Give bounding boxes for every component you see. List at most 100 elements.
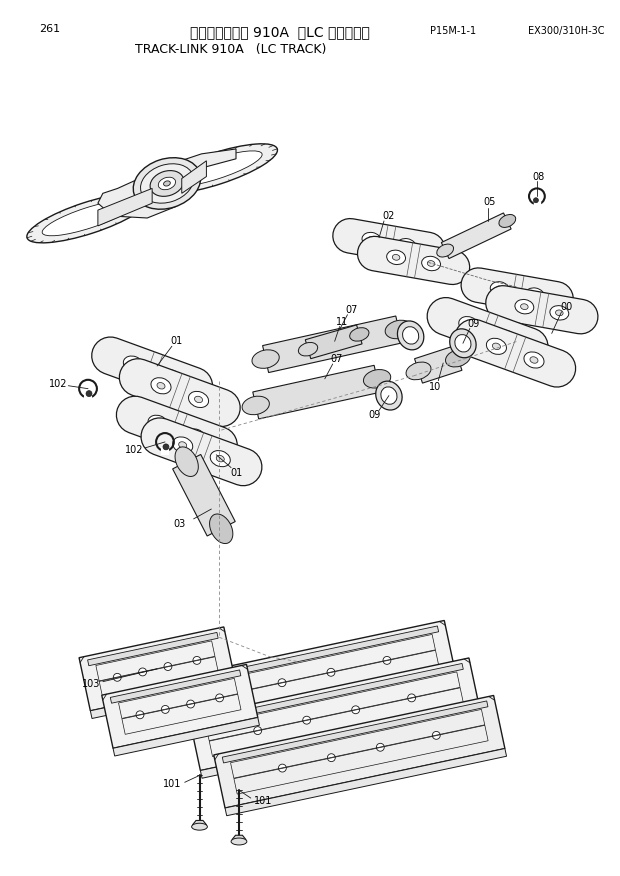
Ellipse shape bbox=[252, 350, 279, 368]
Ellipse shape bbox=[150, 171, 184, 196]
Ellipse shape bbox=[157, 383, 165, 389]
Polygon shape bbox=[189, 658, 480, 771]
Ellipse shape bbox=[161, 705, 169, 713]
Ellipse shape bbox=[158, 177, 175, 190]
Ellipse shape bbox=[175, 447, 198, 477]
Text: EX300/310H-3C: EX300/310H-3C bbox=[528, 25, 604, 36]
Polygon shape bbox=[164, 620, 456, 733]
Polygon shape bbox=[173, 626, 438, 688]
Ellipse shape bbox=[161, 370, 181, 385]
Ellipse shape bbox=[113, 674, 122, 682]
Ellipse shape bbox=[27, 193, 149, 243]
Ellipse shape bbox=[172, 437, 193, 453]
Ellipse shape bbox=[188, 392, 208, 407]
Ellipse shape bbox=[254, 727, 262, 735]
Text: 01: 01 bbox=[170, 336, 183, 346]
Ellipse shape bbox=[327, 668, 335, 676]
Ellipse shape bbox=[406, 362, 431, 380]
Ellipse shape bbox=[352, 706, 360, 714]
Ellipse shape bbox=[327, 753, 335, 761]
Polygon shape bbox=[162, 448, 168, 454]
Text: 102: 102 bbox=[49, 378, 68, 389]
Ellipse shape bbox=[278, 764, 286, 772]
Ellipse shape bbox=[155, 144, 278, 194]
Text: 101: 101 bbox=[254, 796, 272, 806]
Polygon shape bbox=[223, 701, 488, 763]
Text: 102: 102 bbox=[125, 445, 144, 455]
Ellipse shape bbox=[446, 350, 471, 367]
Polygon shape bbox=[110, 670, 241, 703]
Text: 09: 09 bbox=[467, 319, 480, 328]
Ellipse shape bbox=[141, 164, 193, 203]
Ellipse shape bbox=[167, 375, 175, 381]
Ellipse shape bbox=[397, 238, 416, 253]
Polygon shape bbox=[175, 674, 457, 741]
Ellipse shape bbox=[210, 514, 233, 544]
Ellipse shape bbox=[450, 328, 476, 357]
Text: P15M-1-1: P15M-1-1 bbox=[430, 25, 476, 36]
Ellipse shape bbox=[136, 710, 144, 718]
Ellipse shape bbox=[130, 361, 138, 367]
Polygon shape bbox=[225, 748, 507, 816]
Ellipse shape bbox=[163, 444, 169, 450]
Polygon shape bbox=[193, 821, 206, 829]
Polygon shape bbox=[200, 711, 482, 778]
Ellipse shape bbox=[530, 357, 538, 364]
Ellipse shape bbox=[490, 282, 509, 296]
Ellipse shape bbox=[154, 420, 162, 427]
Polygon shape bbox=[427, 298, 548, 365]
Text: 10: 10 bbox=[429, 382, 441, 392]
Polygon shape bbox=[182, 161, 206, 194]
Polygon shape bbox=[333, 219, 445, 267]
Polygon shape bbox=[85, 394, 91, 400]
Ellipse shape bbox=[531, 293, 538, 298]
Ellipse shape bbox=[362, 232, 381, 247]
Ellipse shape bbox=[515, 300, 534, 314]
Text: 00: 00 bbox=[560, 302, 573, 312]
Ellipse shape bbox=[436, 244, 454, 257]
Ellipse shape bbox=[381, 387, 397, 405]
Text: 09: 09 bbox=[368, 410, 380, 420]
Ellipse shape bbox=[502, 335, 510, 342]
Text: 261: 261 bbox=[38, 24, 60, 33]
Text: 05: 05 bbox=[484, 197, 496, 208]
Ellipse shape bbox=[231, 838, 247, 845]
Ellipse shape bbox=[402, 243, 410, 249]
Polygon shape bbox=[117, 396, 237, 464]
Ellipse shape bbox=[550, 306, 569, 320]
Polygon shape bbox=[214, 696, 505, 808]
Ellipse shape bbox=[455, 335, 471, 352]
Ellipse shape bbox=[170, 151, 262, 187]
Polygon shape bbox=[87, 632, 218, 666]
Ellipse shape bbox=[151, 378, 171, 394]
Polygon shape bbox=[485, 286, 598, 334]
Ellipse shape bbox=[497, 330, 516, 346]
Ellipse shape bbox=[179, 442, 187, 449]
Ellipse shape bbox=[397, 321, 424, 350]
Text: 07: 07 bbox=[345, 305, 358, 314]
Ellipse shape bbox=[387, 251, 405, 265]
Ellipse shape bbox=[486, 338, 507, 355]
Ellipse shape bbox=[216, 456, 224, 462]
Polygon shape bbox=[305, 325, 362, 358]
Ellipse shape bbox=[86, 391, 92, 397]
Ellipse shape bbox=[363, 370, 391, 388]
Ellipse shape bbox=[42, 201, 134, 236]
Text: TRACK-LINK 910A   (LC TRACK): TRACK-LINK 910A (LC TRACK) bbox=[135, 44, 327, 56]
Ellipse shape bbox=[210, 450, 230, 467]
Polygon shape bbox=[120, 359, 240, 427]
Text: 07: 07 bbox=[330, 354, 343, 364]
Polygon shape bbox=[92, 337, 213, 405]
Ellipse shape bbox=[193, 656, 201, 664]
Polygon shape bbox=[534, 201, 540, 206]
Ellipse shape bbox=[533, 198, 538, 202]
Ellipse shape bbox=[164, 180, 170, 186]
Ellipse shape bbox=[459, 316, 479, 333]
Ellipse shape bbox=[385, 321, 412, 339]
Polygon shape bbox=[461, 268, 574, 316]
Polygon shape bbox=[263, 316, 402, 372]
Ellipse shape bbox=[492, 343, 500, 350]
Text: 101: 101 bbox=[162, 780, 181, 789]
Ellipse shape bbox=[139, 668, 146, 676]
Ellipse shape bbox=[303, 717, 311, 724]
